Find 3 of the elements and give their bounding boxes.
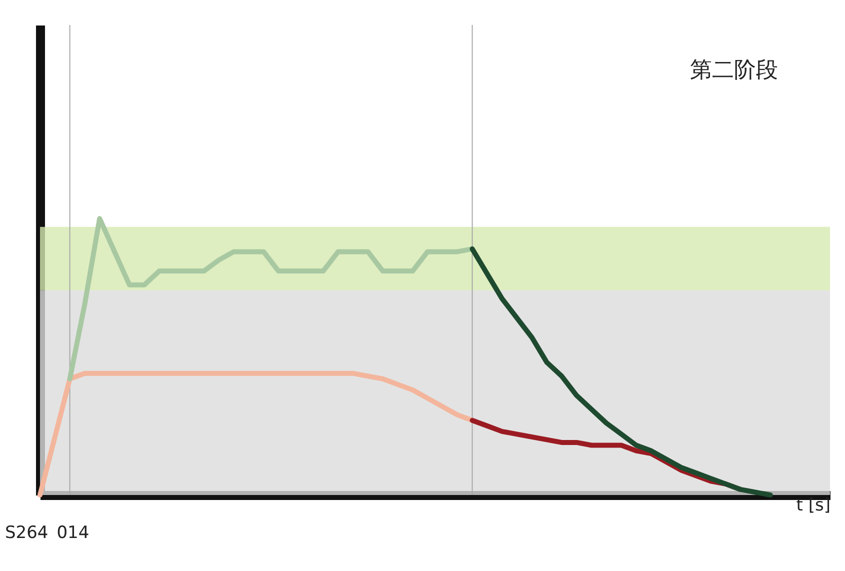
x-axis-title: t [s]: [796, 496, 830, 516]
text: S264_014: [5, 523, 90, 543]
text: 第二阶段: [690, 58, 778, 83]
